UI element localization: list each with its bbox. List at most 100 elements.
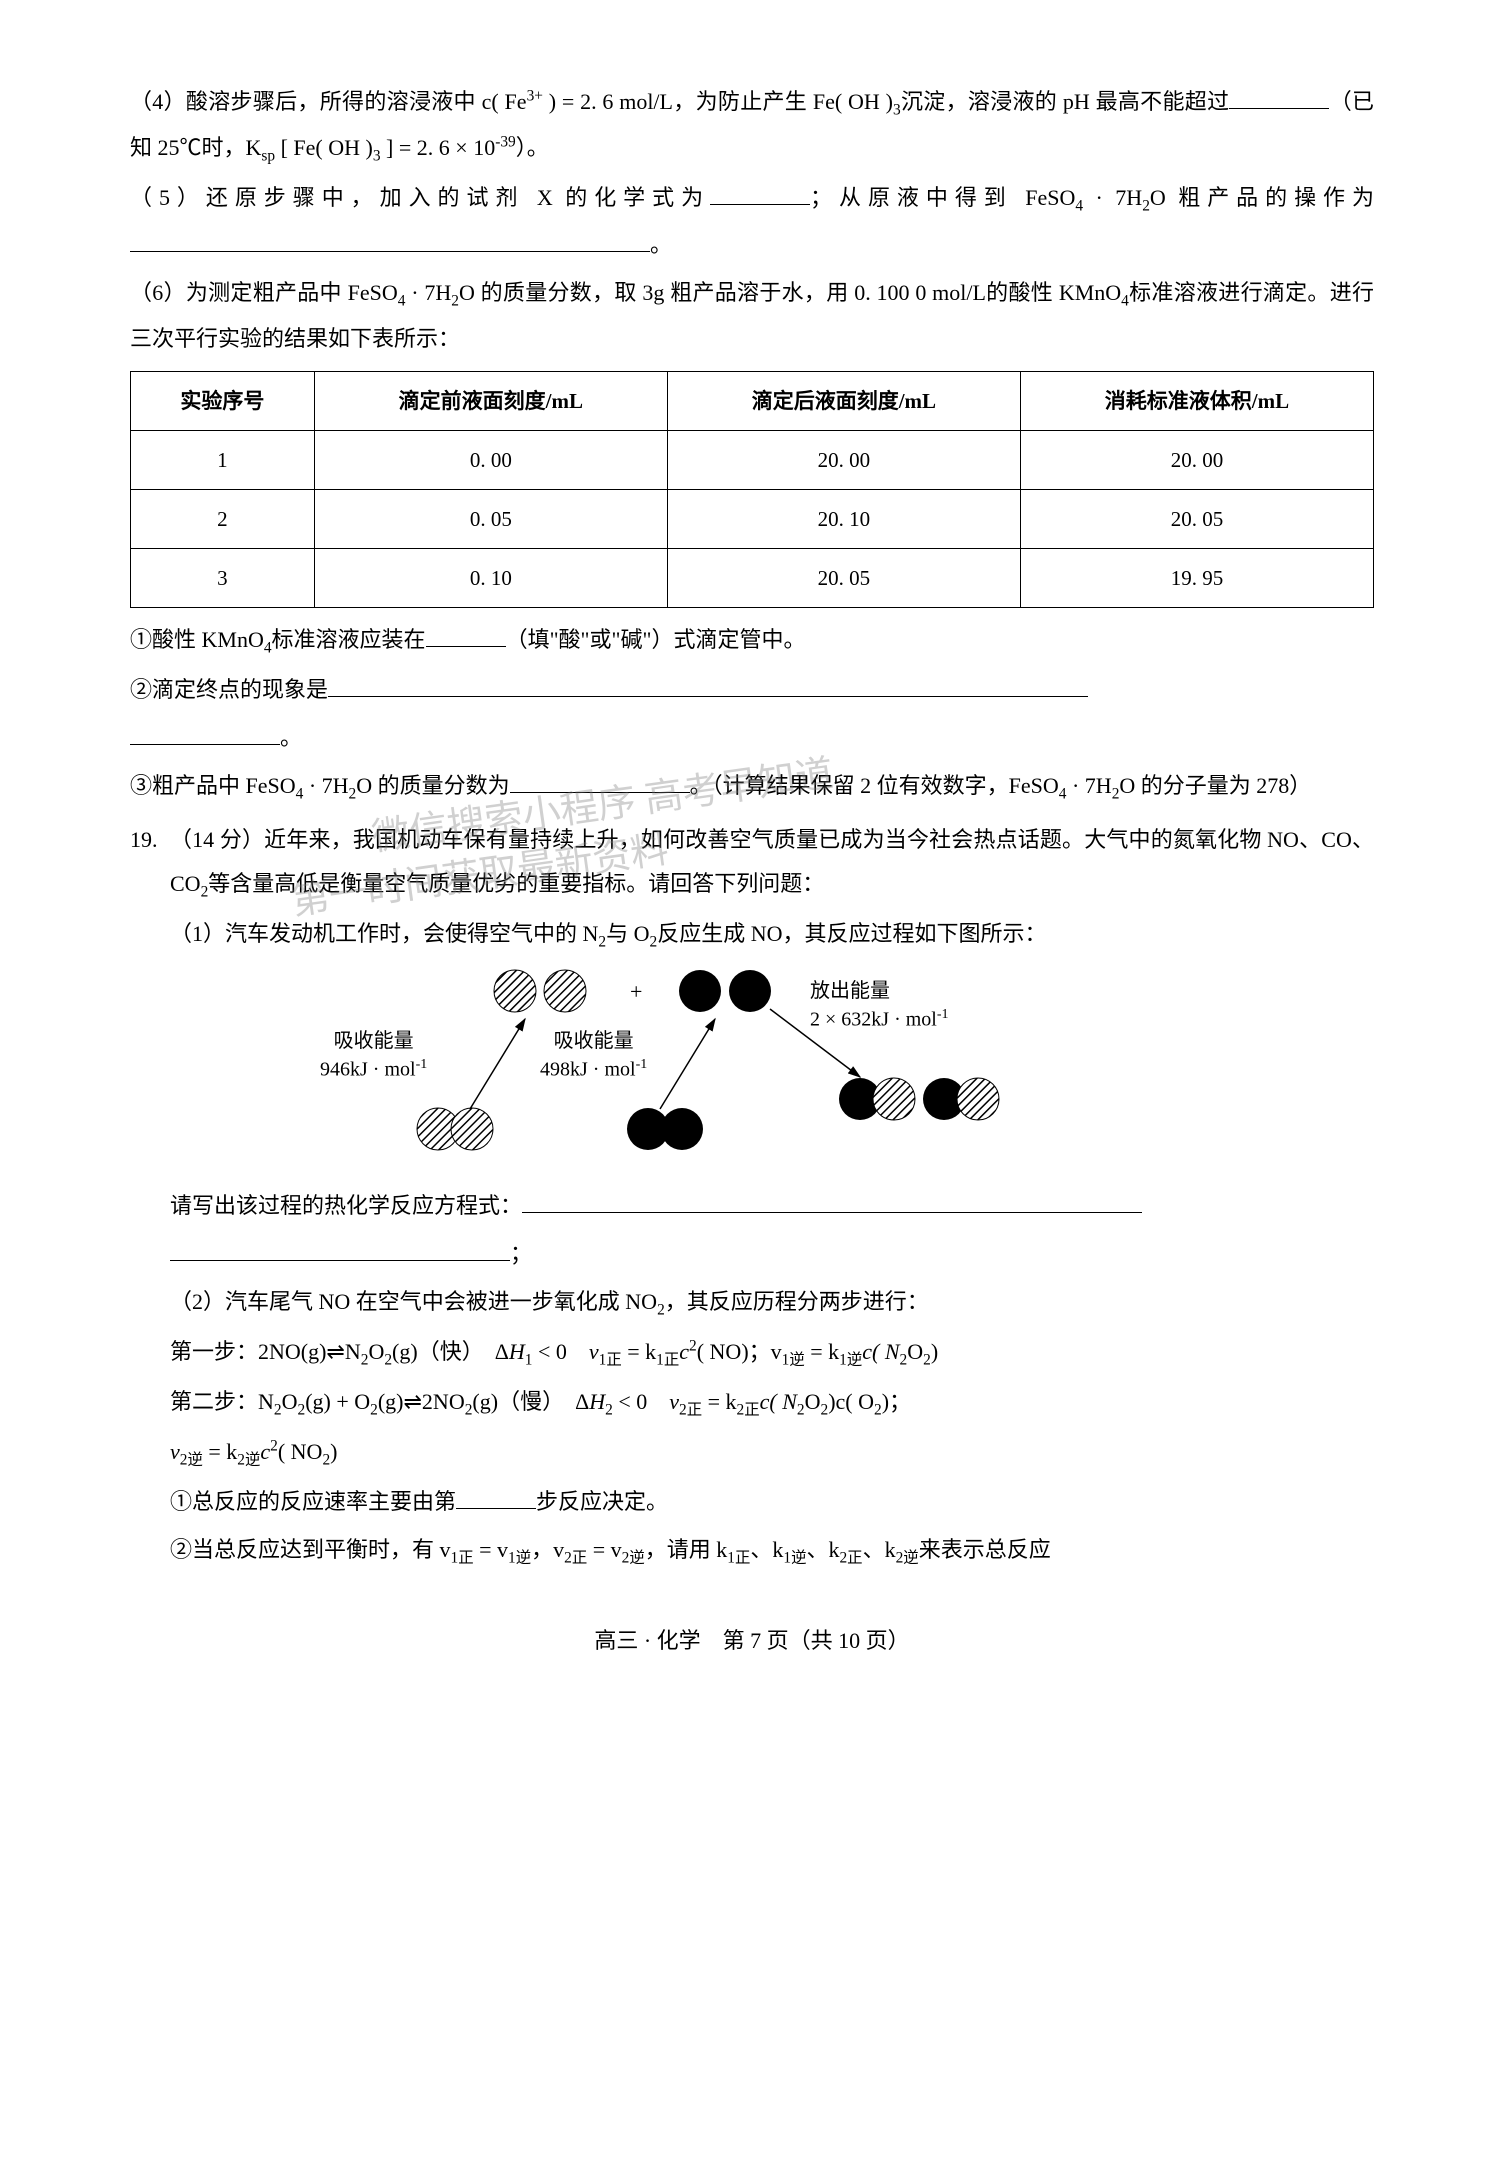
- s2-Hsub: 2: [605, 1401, 613, 1418]
- question-6-2b: 。: [130, 716, 1374, 760]
- subq2-c2: 、k: [806, 1537, 839, 1562]
- s2b-c: c: [260, 1439, 270, 1464]
- q4-ksp-mid: [ Fe( OH ): [275, 135, 373, 160]
- step2b-equation: v2逆 = k2逆c2( NO2): [170, 1430, 1374, 1476]
- s2-sub1: 2: [274, 1401, 282, 1418]
- s1-no: ( NO)；v: [697, 1339, 782, 1364]
- absorb1-text: 吸收能量: [334, 1030, 414, 1052]
- q19-thermo-text: 请写出该过程的热化学反应方程式：: [170, 1193, 522, 1218]
- q4-sub1: 3: [893, 101, 901, 118]
- question-19: 19. 微信搜索小程序 高考早知道 第一时间获取最新资料 （14 分）近年来，我…: [130, 818, 1374, 1578]
- subq1-blank: [456, 1483, 536, 1509]
- table-cell: 20. 05: [1020, 489, 1373, 548]
- q5-mid2: · 7H: [1083, 185, 1142, 210]
- table-cell: 2: [131, 489, 315, 548]
- plus-sign: +: [630, 979, 642, 1004]
- s2-v: v: [669, 1389, 679, 1414]
- table-header: 实验序号: [131, 371, 315, 430]
- q4-ksp-exp: -39: [495, 134, 516, 151]
- table-header-row: 实验序号 滴定前液面刻度/mL 滴定后液面刻度/mL 消耗标准液体积/mL: [131, 371, 1374, 430]
- release-val: 2 × 632kJ · mol: [810, 1008, 937, 1030]
- table-cell: 20. 00: [667, 430, 1020, 489]
- q4-mid2: 沉淀，溶浸液的 pH 最高不能超过: [901, 89, 1230, 114]
- q6-prefix: （6）为测定粗产品中 FeSO: [130, 280, 398, 305]
- q6-mid2: O 的质量分数，取 3g 粗产品溶于水，用 0. 100 0 mol/L的酸性 …: [459, 280, 1121, 305]
- q4-blank1: [1229, 83, 1329, 109]
- s2-mid4: (g)（慢） Δ: [472, 1389, 589, 1414]
- q6-2-end: 。: [280, 725, 302, 750]
- s2-eq: = k: [702, 1389, 736, 1414]
- table-header: 滴定后液面刻度/mL: [667, 371, 1020, 430]
- q19-part2: （2）汽车尾气 NO 在空气中会被进一步氧化成 NO2，其反应历程分两步进行：: [170, 1280, 1374, 1326]
- table-header: 消耗标准液体积/mL: [1020, 371, 1373, 430]
- release-text: 放出能量: [810, 980, 890, 1002]
- question-5: （5）还原步骤中，加入的试剂 X 的化学式为；从原液中得到 FeSO4 · 7H…: [130, 176, 1374, 266]
- q5-blank2: [130, 225, 650, 251]
- s1-mid2: (g)（快） Δ: [392, 1339, 509, 1364]
- q5-blank1: [710, 179, 810, 205]
- q5-sub2: 2: [1142, 198, 1150, 215]
- question-6: （6）为测定粗产品中 FeSO4 · 7H2O 的质量分数，取 3g 粗产品溶于…: [130, 271, 1374, 361]
- q19-p2sub: 2: [657, 1301, 665, 1318]
- s1-c: c: [679, 1339, 689, 1364]
- q4-end: ）。: [516, 135, 549, 160]
- subq2-mid: ，请用 k: [645, 1537, 728, 1562]
- table-cell: 0. 10: [314, 548, 667, 607]
- q19-semicolon: ；: [510, 1241, 532, 1266]
- q6-3-end: O 的分子量为 278）: [1119, 773, 1311, 798]
- s2-mid2: (g) + O: [305, 1389, 370, 1414]
- question-4: （4）酸溶步骤后，所得的溶浸液中 c( Fe3+ ) = 2. 6 mol/L，…: [130, 80, 1374, 172]
- q19-subq2: ②当总反应达到平衡时，有 v1正 = v1逆，v2正 = v2逆，请用 k1正、…: [170, 1528, 1374, 1574]
- q19-part1: （1）汽车发动机工作时，会使得空气中的 N2与 O2反应生成 NO，其反应过程如…: [170, 912, 1374, 958]
- q19-p2: （2）汽车尾气 NO 在空气中会被进一步氧化成 NO: [170, 1289, 657, 1314]
- absorb2-label: 吸收能量 498kJ · mol-1: [540, 1027, 647, 1084]
- q19-thermo-blank2: [170, 1234, 510, 1260]
- step2-equation: 第二步：N2O2(g) + O2(g)⇌2NO2(g)（慢） ΔH2 < 0 v…: [170, 1380, 1374, 1426]
- q6-3-prefix: ③粗产品中 FeSO: [130, 773, 296, 798]
- table-cell: 20. 10: [667, 489, 1020, 548]
- s2-csub1: 2: [797, 1401, 805, 1418]
- question-6-1: ①酸性 KMnO4标准溶液应装在（填"酸"或"碱"）式滴定管中。: [130, 618, 1374, 664]
- question-6-3: ③粗产品中 FeSO4 · 7H2O 的质量分数为。（计算结果保留 2 位有效数…: [130, 764, 1374, 810]
- subq2-s3: 2正: [564, 1550, 587, 1567]
- s1-eq2: = k: [805, 1339, 839, 1364]
- table-cell: 0. 00: [314, 430, 667, 489]
- q5-mid3: O 粗产品的操作为: [1150, 185, 1374, 210]
- q6-3-paren: 。（计算结果保留 2 位有效数字，FeSO: [690, 773, 1059, 798]
- table-cell: 0. 05: [314, 489, 667, 548]
- q6-sub2: 2: [451, 292, 459, 309]
- q5-end: 。: [650, 232, 672, 257]
- s1-c2mid: O: [907, 1339, 923, 1364]
- s2b-no2: ( NO: [278, 1439, 323, 1464]
- s1-c2end: ): [931, 1339, 938, 1364]
- subq2-s2: 1逆: [508, 1550, 531, 1567]
- s2-c: c( N: [760, 1389, 797, 1414]
- s2b-vsub: 2逆: [180, 1452, 203, 1469]
- reaction-diagram: + 吸收能量 946kJ · mo: [330, 969, 1030, 1174]
- q6-1-sub: 4: [264, 639, 272, 656]
- s2-cend2: )；: [882, 1389, 911, 1414]
- s2b-end: ): [330, 1439, 337, 1464]
- q19-intro2: 等含量高低是衡量空气质量优劣的重要指标。请回答下列问题：: [208, 871, 824, 896]
- s2-lt: < 0: [613, 1389, 669, 1414]
- subq2-eq1: = v: [474, 1537, 508, 1562]
- table-cell: 20. 05: [667, 548, 1020, 607]
- s1-lt: < 0: [532, 1339, 588, 1364]
- s2b-v: v: [170, 1439, 180, 1464]
- subq2-k1: 1正: [727, 1550, 750, 1567]
- s1-v2sub: 1逆: [782, 1351, 805, 1368]
- subq2-end: 来表示总反应: [919, 1537, 1051, 1562]
- q19-p1: （1）汽车发动机工作时，会使得空气中的 N: [170, 921, 598, 946]
- subq2-k4: 2逆: [896, 1550, 919, 1567]
- s2b-sub: 2: [322, 1452, 330, 1469]
- q19-p1end: 反应生成 NO，其反应过程如下图所示：: [657, 921, 1046, 946]
- table-row: 1 0. 00 20. 00 20. 00: [131, 430, 1374, 489]
- q19-intro: （14 分）近年来，我国机动车保有量持续上升，如何改善空气质量已成为当今社会热点…: [170, 818, 1374, 908]
- subq2-s1: 1正: [451, 1550, 474, 1567]
- subq2-c1: 、k: [750, 1537, 783, 1562]
- q4-ksp-end: ] = 2. 6 × 10: [381, 135, 496, 160]
- q4-mid1: ) = 2. 6 mol/L，为防止产生 Fe( OH ): [543, 89, 893, 114]
- absorb2-val: 498kJ · mol: [540, 1058, 636, 1080]
- q6-1-blank: [426, 620, 506, 646]
- table-cell: 3: [131, 548, 315, 607]
